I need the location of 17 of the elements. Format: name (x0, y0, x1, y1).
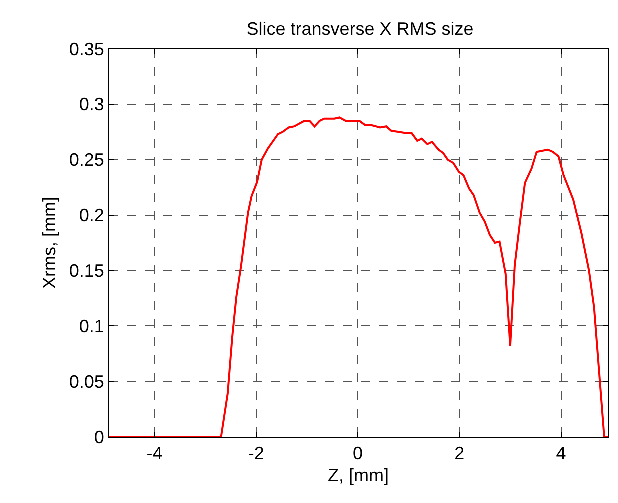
y-tick-label: 0.1 (79, 316, 104, 336)
y-axis-title: Xrms, [mm] (40, 197, 60, 289)
x-tick-label: 0 (352, 444, 363, 464)
y-tick-label: 0.2 (79, 206, 104, 226)
y-tick-label: 0.15 (69, 261, 104, 282)
x-tick-label: -2 (248, 444, 264, 464)
x-tick-label: -4 (146, 444, 163, 464)
x-tick-label: 2 (454, 444, 465, 464)
chart-title: Slice transverse X RMS size (246, 19, 474, 40)
line-series (109, 116, 608, 437)
y-tick-label: 0 (94, 427, 104, 448)
x-tick-label: 4 (556, 444, 566, 464)
y-tick-label: 0.05 (69, 372, 104, 392)
x-axis-title: Z, [mm] (328, 466, 389, 486)
y-tick-label: 0.3 (79, 94, 104, 115)
y-tick-label: 0.25 (69, 150, 104, 170)
y-tick-label: 0.35 (69, 39, 104, 60)
